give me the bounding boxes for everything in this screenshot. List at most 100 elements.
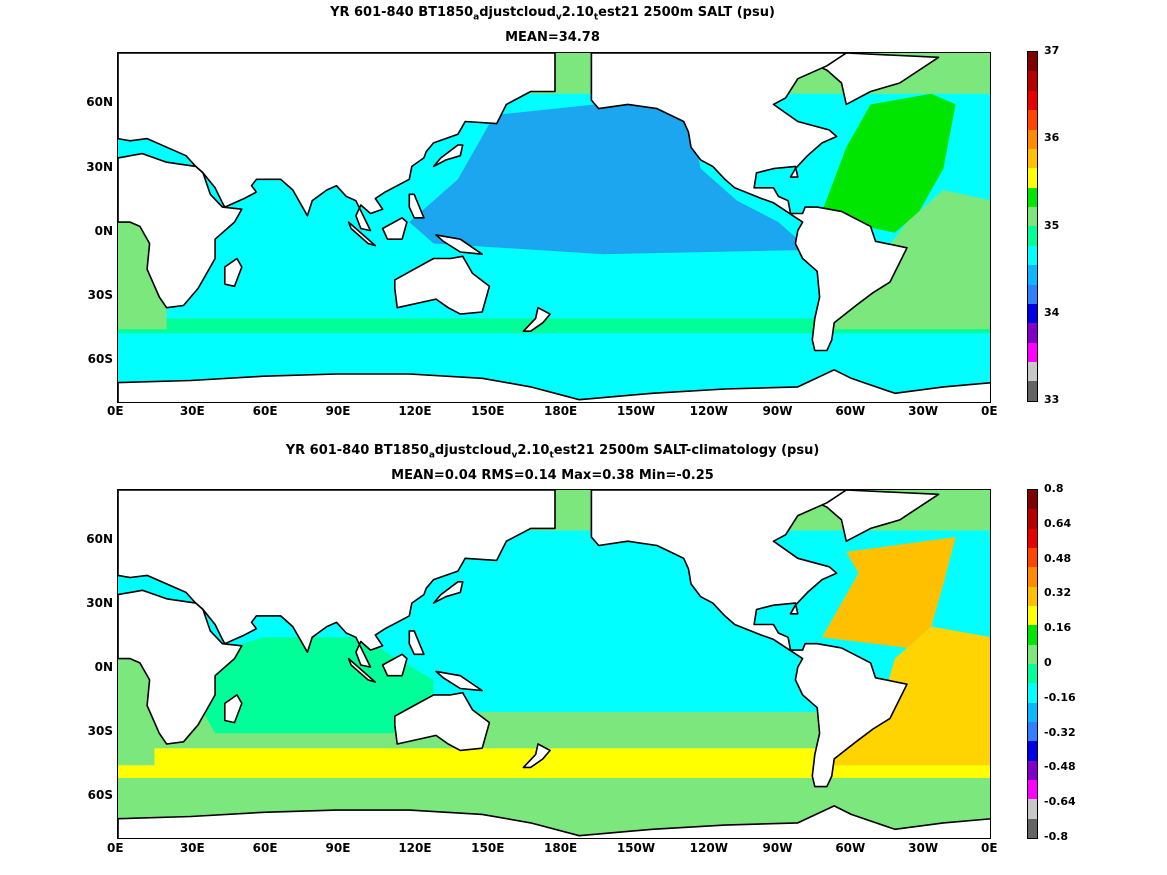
- colorbar-swatch: [1028, 129, 1037, 149]
- land-africa: [118, 589, 243, 745]
- colorbar-label: 37: [1044, 44, 1060, 57]
- x-tick-label: 60E: [252, 841, 278, 855]
- colorbar-swatch: [1028, 528, 1037, 548]
- title-bottom-part-2: djustcloud: [434, 443, 512, 458]
- y-tick-label: 30S: [87, 287, 113, 302]
- chart-subtitle-bottom: MEAN=0.04 RMS=0.14 Max=0.38 Min=-0.25: [391, 468, 714, 483]
- y-tick-label: 30N: [86, 159, 113, 174]
- title-top-part-2: djustcloud: [479, 5, 556, 20]
- colorbar-swatch: [1028, 663, 1037, 684]
- x-tick-label: 120E: [398, 841, 432, 855]
- colorbar-swatch: [1028, 760, 1037, 780]
- land-eurasia: [118, 490, 556, 668]
- colorbar-swatch: [1028, 818, 1037, 838]
- colorbar-swatch: [1028, 187, 1037, 207]
- colorbar-swatch: [1028, 90, 1037, 111]
- x-tick-label: 60E: [252, 404, 278, 418]
- x-tick-label: 0E: [107, 841, 124, 855]
- land-borneo: [381, 653, 408, 677]
- chart-title-top: YR 601-840 BT1850adjustcloudv2.10test21 …: [0, 5, 1105, 23]
- land-sumatra: [347, 657, 377, 683]
- x-tick-label: 180E: [544, 404, 578, 418]
- x-tick-label: 0E: [981, 841, 998, 855]
- land-japan: [432, 581, 464, 604]
- colorbar-swatch: [1028, 265, 1037, 285]
- colorbar-label: -0.64: [1044, 795, 1076, 809]
- land-borneo: [381, 217, 408, 240]
- chart-subtitle-top: MEAN=34.78: [505, 30, 600, 45]
- x-tick-label: 0E: [107, 404, 124, 418]
- title-bottom-sub-t: t: [549, 450, 554, 461]
- colorbar-label: 34: [1044, 305, 1060, 319]
- colorbar-top: [1027, 51, 1038, 402]
- colorbar-label: 36: [1044, 131, 1060, 145]
- salt-map-top: [118, 53, 990, 402]
- map-panel-bottom: [117, 489, 991, 839]
- land-americas: [590, 53, 908, 352]
- colorbar-swatch: [1028, 605, 1037, 626]
- colorbar-swatch: [1028, 207, 1037, 227]
- salt-map-bottom: [118, 490, 990, 838]
- x-tick-label: 90E: [325, 404, 351, 418]
- x-tick-label: 150E: [471, 841, 505, 855]
- colorbar-swatch: [1028, 779, 1037, 800]
- north-pacific-field: [409, 102, 810, 255]
- land-japan: [432, 144, 464, 168]
- colorbar-swatch: [1028, 381, 1037, 401]
- x-tick-label: 60W: [835, 841, 866, 855]
- colorbar-swatch: [1028, 342, 1037, 362]
- y-tick-label: 30S: [87, 724, 113, 739]
- title-top-part-6: est21 2500m SALT (psu): [598, 5, 775, 20]
- land-nz: [522, 743, 551, 769]
- map-panel-top: [117, 52, 991, 403]
- colorbar-swatch: [1028, 644, 1037, 664]
- y-tick-label: 60S: [87, 352, 113, 367]
- x-tick-label: 120W: [689, 404, 728, 418]
- colorbar-label: 0.16: [1044, 621, 1072, 635]
- land-greenland: [816, 53, 940, 106]
- colorbar-label: -0.8: [1044, 830, 1069, 843]
- colorbar-label: -0.16: [1044, 690, 1076, 704]
- land-newguinea: [435, 670, 484, 692]
- x-tick-label: 30W: [908, 404, 939, 418]
- land-nz: [522, 306, 551, 333]
- colorbar-label: -0.32: [1044, 725, 1076, 739]
- colorbar-swatch: [1028, 71, 1037, 91]
- southern-band-field: [118, 318, 990, 334]
- x-tick-label: 120W: [689, 841, 728, 855]
- colorbar-swatch: [1028, 799, 1037, 819]
- y-tick-label: 60S: [87, 788, 113, 803]
- colorbar-swatch: [1028, 547, 1037, 568]
- title-top-sub-t: t: [593, 12, 599, 23]
- colorbar-swatch: [1028, 509, 1037, 529]
- colorbar-label: 0.64: [1044, 516, 1072, 530]
- colorbar-swatch: [1028, 741, 1037, 761]
- north-atlantic-field: [822, 93, 956, 233]
- title-top-part-0: YR 601-840 BT1850: [330, 5, 474, 20]
- colorbar-swatch: [1028, 284, 1037, 304]
- x-tick-label: 30E: [179, 841, 205, 855]
- x-tick-label: 150W: [616, 841, 656, 855]
- colorbar-swatch: [1028, 168, 1037, 188]
- title-bottom-part-4: 2.10: [517, 443, 550, 458]
- colorbar-label: 0: [1044, 656, 1052, 669]
- colorbar-swatch: [1028, 702, 1037, 722]
- colorbar-swatch: [1028, 721, 1037, 742]
- colorbar-swatch: [1028, 323, 1037, 343]
- colorbar-swatch: [1028, 245, 1037, 266]
- north-atlantic-field: [822, 537, 956, 648]
- title-bottom-sub-v: v: [511, 450, 518, 461]
- title-bottom-sub-a: a: [428, 450, 435, 461]
- title-bottom-part-0: YR 601-840 BT1850: [285, 443, 429, 458]
- land-philippines: [408, 630, 425, 656]
- colorbar-swatch: [1028, 567, 1037, 587]
- colorbar-swatch: [1028, 148, 1037, 169]
- x-tick-label: 0E: [981, 404, 998, 418]
- land-australia: [393, 691, 491, 752]
- title-bottom-part-6: est21 2500m SALT-climatology (psu): [553, 443, 820, 458]
- y-tick-label: 30N: [86, 596, 113, 611]
- x-tick-label: 150W: [616, 404, 656, 418]
- colorbar-swatch: [1028, 226, 1037, 246]
- land-philippines: [408, 193, 425, 219]
- colorbar-swatch: [1028, 683, 1037, 703]
